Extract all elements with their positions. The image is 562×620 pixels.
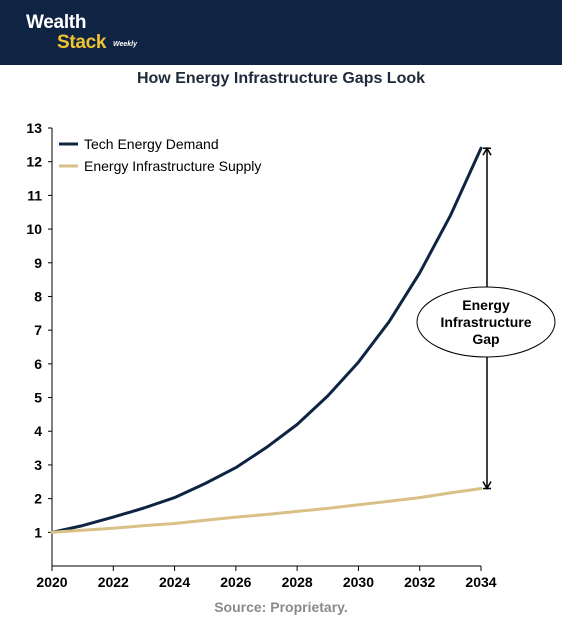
legend-label: Energy Infrastructure Supply: [84, 158, 261, 174]
brand-header: Wealth Stack Weekly: [0, 0, 562, 65]
brand-logo-stack: Stack: [57, 32, 107, 53]
y-tick-label: 5: [34, 390, 42, 406]
gap-arrowhead-top: [482, 146, 492, 156]
x-tick-label: 2026: [220, 574, 251, 590]
legend-label: Tech Energy Demand: [84, 136, 219, 152]
x-tick-label: 2030: [343, 574, 374, 590]
y-tick-label: 10: [26, 221, 42, 237]
y-tick-label: 6: [34, 356, 42, 372]
x-tick-label: 2032: [404, 574, 435, 590]
chart-series: [50, 146, 483, 534]
x-tick-label: 2024: [159, 574, 190, 590]
source-note: Source: Proprietary.: [214, 599, 348, 615]
gap-label-text: Energy: [462, 297, 510, 313]
chart-title: How Energy Infrastructure Gaps Look: [136, 70, 426, 87]
x-tick-label: 2020: [36, 574, 67, 590]
y-tick-label: 12: [26, 154, 42, 170]
y-tick-label: 7: [34, 322, 42, 338]
y-tick-label: 8: [34, 288, 42, 304]
y-tick-label: 1: [34, 524, 42, 540]
x-tick-label: 2022: [98, 574, 129, 590]
series-line-energy-infrastructure-supply: [50, 487, 483, 534]
y-tick-label: 2: [34, 491, 42, 507]
x-tick-label: 2034: [465, 574, 496, 590]
series-line-tech-energy-demand: [50, 146, 483, 534]
gap-label-ellipse: [416, 286, 556, 358]
brand-logo-weekly: Weekly: [113, 41, 137, 48]
gap-arrowhead-bottom: [482, 481, 492, 491]
gap-label-text: Gap: [472, 331, 499, 347]
gap-label-text: Infrastructure: [440, 314, 531, 330]
y-tick-label: 9: [34, 255, 42, 271]
y-tick-label: 11: [27, 187, 42, 203]
y-tick-label: 4: [34, 423, 42, 439]
y-tick-label: 13: [26, 120, 42, 136]
y-tick-label: 3: [34, 457, 42, 473]
x-tick-label: 2028: [282, 574, 313, 590]
chart-legend: Tech Energy Demand Energy Infrastructure …: [59, 136, 261, 174]
brand-logo-wealth: Wealth: [26, 12, 87, 33]
